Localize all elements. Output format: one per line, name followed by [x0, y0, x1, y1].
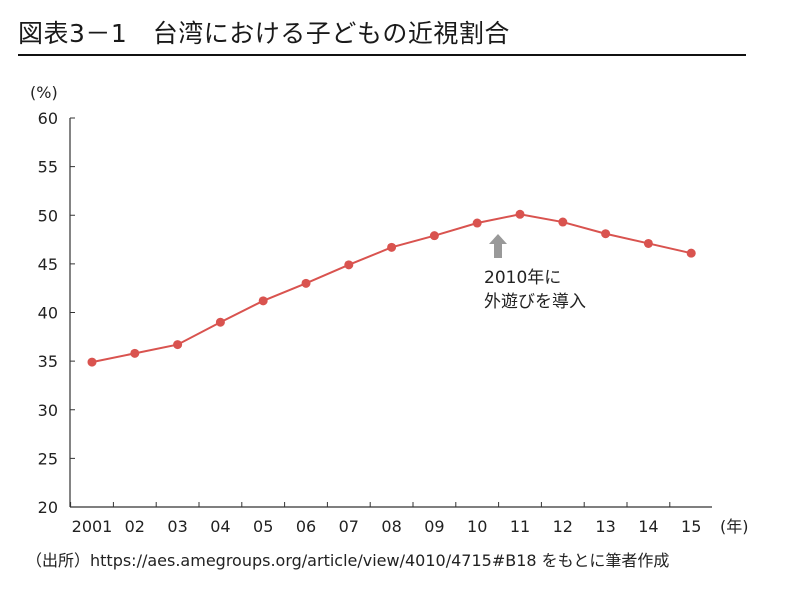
chart-axes	[69, 118, 712, 508]
title-underline	[18, 54, 746, 56]
annotation-text: 2010年に	[484, 268, 561, 288]
x-tick-label: 2001	[72, 517, 113, 536]
chart-title: 図表3－1 台湾における子どもの近視割合	[18, 19, 510, 48]
data-point	[301, 278, 311, 288]
x-tick-label: 08	[381, 517, 401, 536]
data-point	[686, 248, 696, 258]
x-tick-label: 05	[253, 517, 273, 536]
x-tick-label: 13	[595, 517, 615, 536]
series-line	[91, 213, 692, 364]
data-point	[558, 217, 568, 227]
data-point	[87, 357, 97, 367]
y-tick-label: 60	[38, 109, 58, 128]
x-axis-unit-label: (年)	[720, 517, 749, 536]
y-tick-label: 20	[38, 498, 58, 517]
y-tick-label: 35	[38, 352, 58, 371]
x-tick-label: 06	[296, 517, 316, 536]
data-point	[173, 340, 183, 350]
source-note: （出所）https://aes.amegroups.org/article/vi…	[26, 551, 670, 570]
x-tick-label: 09	[424, 517, 444, 536]
x-tick-label: 03	[167, 517, 187, 536]
y-tick-label: 30	[38, 401, 58, 420]
data-point	[601, 229, 611, 239]
y-tick-label: 50	[38, 206, 58, 225]
data-point	[215, 317, 225, 327]
data-point	[515, 209, 525, 219]
data-point	[344, 260, 354, 270]
data-point	[472, 218, 482, 228]
x-tick-label: 11	[510, 517, 530, 536]
y-axis-unit-label: (%)	[30, 83, 58, 102]
data-point	[387, 242, 397, 252]
data-point	[130, 348, 140, 358]
data-point	[429, 231, 439, 241]
data-point	[643, 238, 653, 248]
x-tick-label: 12	[553, 517, 573, 536]
line-chart: (%) 20 25 30 35 40 45 50 55 60 2001 02 03 04 05 06 07 08 0…	[30, 83, 749, 536]
y-tick-label: 40	[38, 304, 58, 323]
data-point	[258, 296, 268, 306]
x-tick-label: 15	[681, 517, 701, 536]
y-tick-label: 45	[38, 255, 58, 274]
y-tick-label: 25	[38, 449, 58, 468]
x-tick-label: 02	[125, 517, 145, 536]
x-tick-label: 14	[638, 517, 658, 536]
up-arrow-icon	[489, 234, 507, 258]
annotation-text: 外遊びを導入	[484, 292, 586, 312]
x-tick-label: 04	[210, 517, 230, 536]
chart-series	[87, 209, 696, 367]
x-tick-label: 07	[339, 517, 359, 536]
x-tick-label: 10	[467, 517, 487, 536]
chart-ticks: (%) 20 25 30 35 40 45 50 55 60 2001 02 03 04 05 06 07 08 0…	[30, 83, 749, 536]
y-tick-label: 55	[38, 158, 58, 177]
